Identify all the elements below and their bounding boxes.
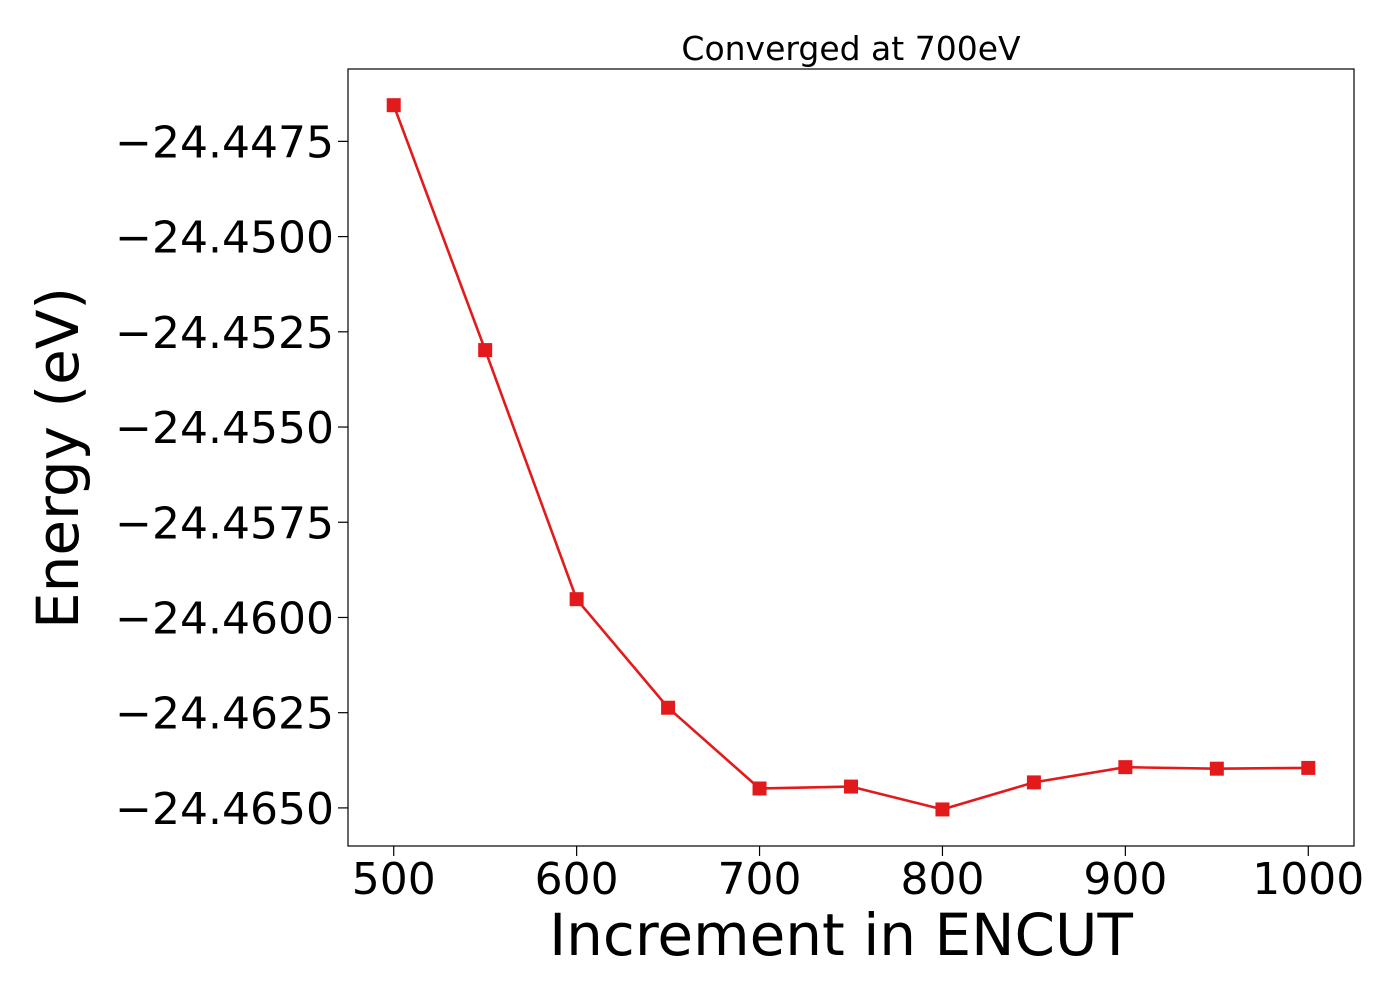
- plot-area-frame: [347, 68, 1355, 847]
- y-tick-label: −24.4500: [115, 213, 334, 264]
- data-point-marker: [569, 592, 584, 607]
- y-axis-title: Energy (eV): [24, 287, 92, 629]
- series-layer: [386, 98, 1316, 817]
- y-tick-label: −24.4550: [115, 403, 334, 454]
- y-tick-label: −24.4600: [115, 593, 334, 644]
- data-point-marker: [752, 781, 767, 796]
- x-tick-label: 700: [718, 854, 802, 905]
- data-point-marker: [1026, 775, 1041, 790]
- x-axis-title: Increment in ENCUT: [549, 901, 1133, 969]
- data-point-marker: [844, 779, 858, 794]
- data-point-marker: [1301, 760, 1316, 775]
- data-point-marker: [661, 700, 676, 715]
- y-tick-label: −24.4625: [115, 689, 334, 740]
- x-tick-label: 500: [352, 854, 436, 905]
- data-point-marker: [935, 802, 950, 817]
- x-tick-label: 900: [1083, 854, 1167, 905]
- y-tick-label: −24.4650: [115, 784, 334, 835]
- x-tick-label: 600: [535, 854, 619, 905]
- x-tick-label: 800: [900, 854, 984, 905]
- y-tick-label: −24.4475: [115, 117, 334, 168]
- x-tick-label: 1000: [1252, 854, 1364, 905]
- data-point-marker: [386, 98, 401, 113]
- y-axis-ticks: −24.4475 −24.4500 −24.4525 −24.4550 −24.4575…: [115, 117, 348, 835]
- chart-title: Converged at 700eV: [681, 29, 1021, 68]
- x-axis-ticks: 500 600 700 800 900 1000: [352, 846, 1364, 905]
- data-point-marker: [1118, 760, 1133, 775]
- data-point-marker: [1209, 761, 1224, 776]
- data-point-marker: [478, 343, 493, 358]
- y-tick-label: −24.4575: [115, 498, 334, 549]
- y-tick-label: −24.4525: [115, 308, 334, 359]
